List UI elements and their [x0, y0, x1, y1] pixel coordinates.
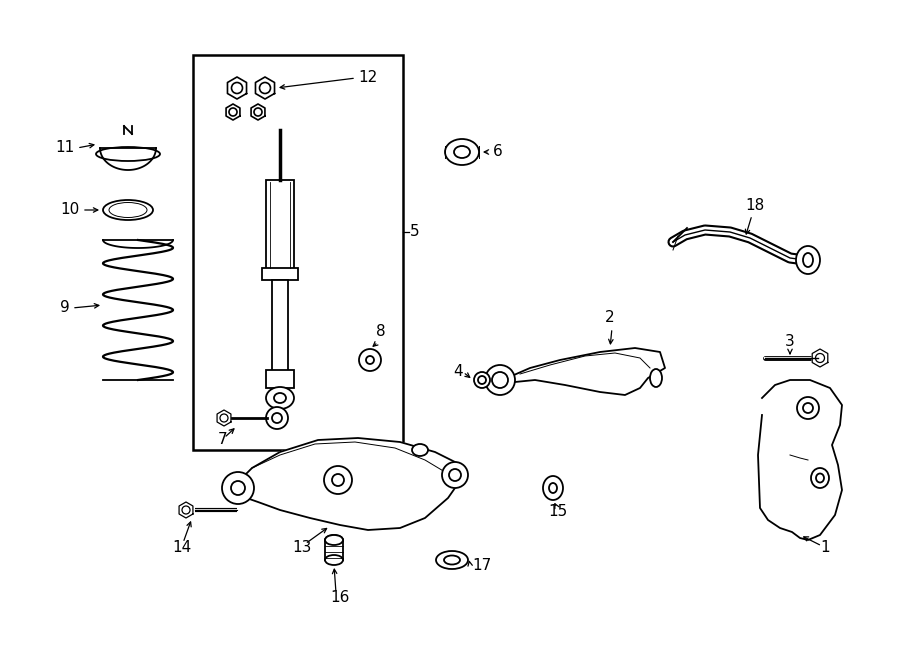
Polygon shape	[256, 77, 274, 99]
Ellipse shape	[492, 372, 508, 388]
Polygon shape	[228, 77, 247, 99]
Ellipse shape	[324, 466, 352, 494]
Ellipse shape	[222, 472, 254, 504]
Ellipse shape	[811, 468, 829, 488]
Text: 5: 5	[410, 225, 419, 239]
Polygon shape	[217, 410, 231, 426]
Text: 14: 14	[172, 541, 191, 555]
Ellipse shape	[436, 551, 468, 569]
Bar	[272, 280, 288, 380]
Polygon shape	[179, 502, 193, 518]
Text: 18: 18	[745, 198, 764, 212]
Ellipse shape	[272, 413, 282, 423]
Text: 4: 4	[453, 364, 463, 379]
Ellipse shape	[274, 393, 286, 403]
Ellipse shape	[543, 476, 563, 500]
Ellipse shape	[445, 139, 479, 165]
Ellipse shape	[442, 462, 468, 488]
Bar	[266, 370, 294, 388]
Bar	[266, 180, 294, 270]
Ellipse shape	[266, 407, 288, 429]
Bar	[193, 55, 403, 450]
Text: 12: 12	[358, 71, 377, 85]
Text: 6: 6	[493, 145, 503, 159]
Polygon shape	[226, 104, 240, 120]
Ellipse shape	[803, 253, 813, 267]
Polygon shape	[225, 438, 462, 530]
Bar	[450, 140, 474, 164]
Bar	[325, 540, 343, 560]
Text: 8: 8	[376, 325, 385, 340]
Ellipse shape	[96, 147, 160, 161]
Polygon shape	[758, 380, 842, 540]
Ellipse shape	[266, 387, 294, 409]
Ellipse shape	[115, 205, 141, 215]
Ellipse shape	[412, 444, 428, 456]
Ellipse shape	[359, 349, 381, 371]
Text: 3: 3	[785, 334, 795, 350]
Ellipse shape	[444, 555, 460, 564]
Text: 16: 16	[330, 590, 349, 605]
Ellipse shape	[366, 356, 374, 364]
Ellipse shape	[332, 474, 344, 486]
Text: 15: 15	[548, 504, 567, 520]
Ellipse shape	[449, 469, 461, 481]
Ellipse shape	[454, 146, 470, 158]
Text: 9: 9	[60, 301, 70, 315]
Ellipse shape	[231, 481, 245, 495]
Text: 10: 10	[60, 202, 79, 217]
Ellipse shape	[816, 473, 824, 483]
Ellipse shape	[109, 202, 147, 217]
Ellipse shape	[325, 535, 343, 545]
Ellipse shape	[803, 403, 813, 413]
Ellipse shape	[485, 365, 515, 395]
Ellipse shape	[650, 369, 662, 387]
Ellipse shape	[796, 246, 820, 274]
Polygon shape	[507, 348, 665, 395]
Ellipse shape	[478, 376, 486, 384]
Ellipse shape	[103, 200, 153, 220]
Text: 13: 13	[292, 541, 311, 555]
Text: 1: 1	[820, 541, 830, 555]
Ellipse shape	[325, 555, 343, 565]
Text: 7: 7	[218, 432, 228, 447]
Text: 11: 11	[55, 141, 74, 155]
Text: 17: 17	[472, 557, 491, 572]
Ellipse shape	[549, 483, 557, 493]
Polygon shape	[812, 349, 828, 367]
Ellipse shape	[474, 372, 490, 388]
Polygon shape	[251, 104, 265, 120]
Ellipse shape	[325, 535, 343, 545]
Text: 2: 2	[605, 311, 615, 325]
Bar	[262, 268, 298, 280]
Ellipse shape	[797, 397, 819, 419]
